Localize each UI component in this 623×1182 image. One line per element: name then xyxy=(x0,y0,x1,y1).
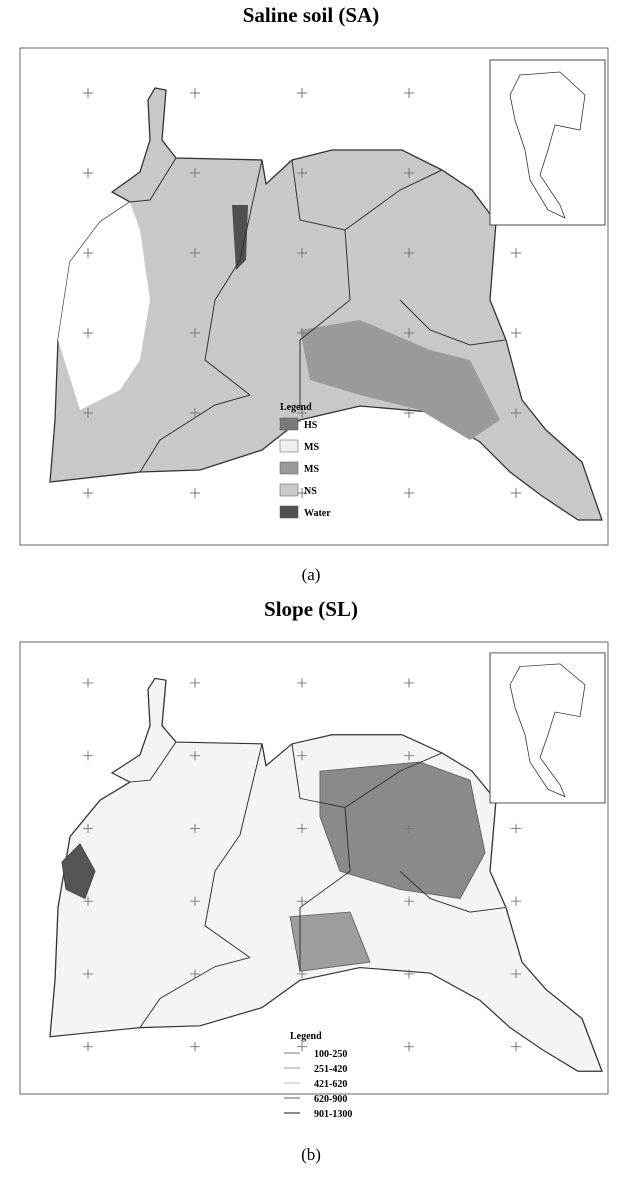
figure-caption: (a) xyxy=(302,565,321,584)
legend-title: Legend xyxy=(280,402,312,413)
legend-label: MS xyxy=(304,464,319,475)
legend-label: 620-900 xyxy=(314,1094,347,1105)
legend-swatch xyxy=(280,462,298,474)
figure-caption: (b) xyxy=(301,1145,321,1164)
legend-label: Water xyxy=(304,508,331,519)
figure: Saline soil (SA) Legend HS MS MS NS Water (a) Sl… xyxy=(0,0,623,1182)
legend-swatch xyxy=(280,418,298,430)
legend-swatch xyxy=(280,484,298,496)
map-title: Saline soil (SA) xyxy=(243,3,380,27)
map-panel: Slope (SL) Legend 100-250 251-420 421-620 620… xyxy=(20,597,608,1164)
legend-label: 421-620 xyxy=(314,1079,347,1090)
legend-swatch xyxy=(280,506,298,518)
legend-label: 251-420 xyxy=(314,1064,347,1075)
legend-swatch xyxy=(280,440,298,452)
legend-label: 100-250 xyxy=(314,1049,347,1060)
legend-label: NS xyxy=(304,486,317,497)
map-panel: Saline soil (SA) Legend HS MS MS NS Water (a) xyxy=(20,3,608,584)
legend-label: HS xyxy=(304,420,318,431)
map-title: Slope (SL) xyxy=(264,597,358,621)
legend-title: Legend xyxy=(290,1031,322,1042)
legend-label: MS xyxy=(304,442,319,453)
legend-label: 901-1300 xyxy=(314,1109,352,1120)
